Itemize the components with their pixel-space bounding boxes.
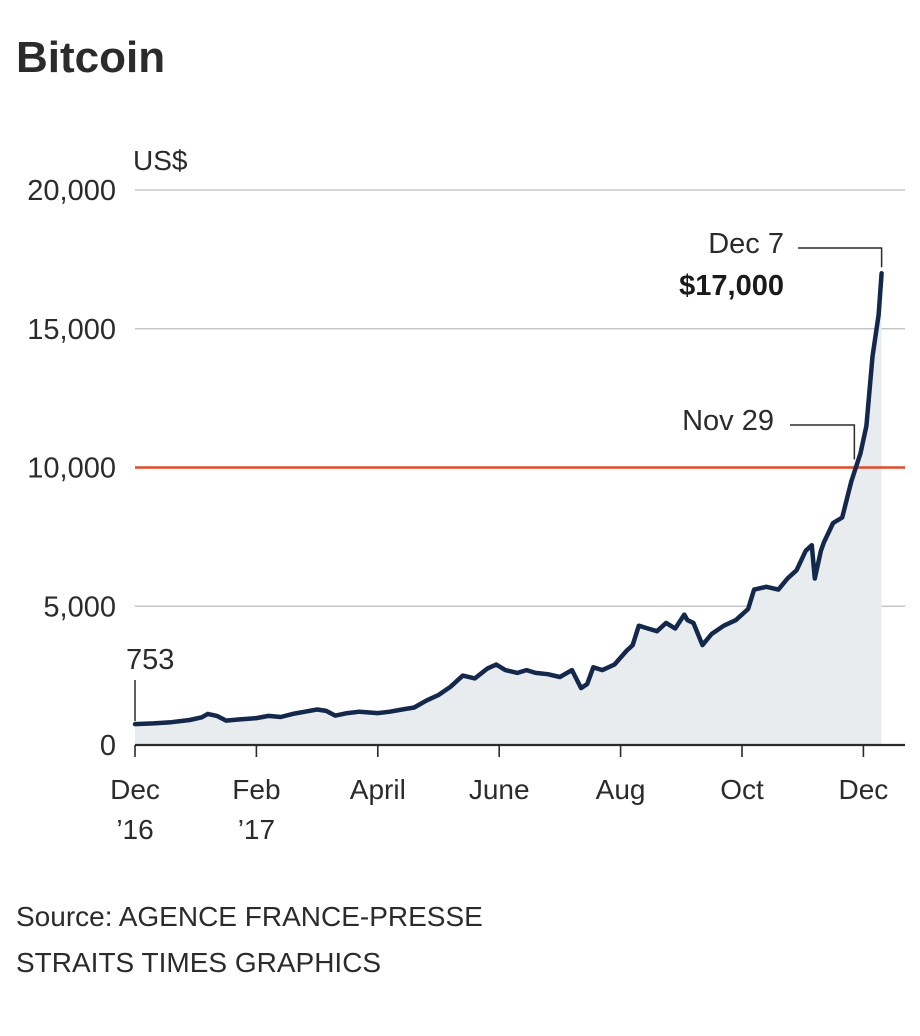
price-area-fill	[135, 273, 882, 745]
dec7-value-label: $17,000	[679, 270, 784, 302]
x-axis-ticks: Dec ’16 Feb ’17 April June Aug Oct Dec	[110, 745, 888, 845]
x-tick-label: Dec	[110, 774, 160, 805]
gridlines	[135, 189, 905, 607]
nov29-leader-line	[790, 424, 856, 460]
y-axis-ticks: 0 5,000 10,000 15,000 20,000	[27, 175, 116, 762]
x-tick-sublabel: ’16	[116, 814, 153, 845]
credit-note: STRAITS TIMES GRAPHICS	[16, 947, 381, 978]
source-note: Source: AGENCE FRANCE-PRESSE	[16, 901, 483, 932]
y-tick-label: 20,000	[27, 175, 116, 207]
nov29-label: Nov 29	[682, 405, 774, 437]
price-series-line	[132, 271, 884, 727]
x-tick-label: Dec	[839, 774, 889, 805]
y-tick-label: 15,000	[27, 314, 116, 346]
dec7-label: Dec 7	[708, 228, 784, 260]
y-axis-unit: US$	[133, 145, 188, 176]
x-tick-label: June	[469, 774, 530, 805]
x-tick-label: April	[350, 774, 406, 805]
y-tick-label: 10,000	[27, 453, 116, 485]
x-tick-label: Aug	[596, 774, 646, 805]
y-tick-label: 5,000	[43, 591, 116, 623]
x-tick-label: Oct	[720, 774, 764, 805]
annotations: 753 Nov 29 Dec 7 $17,000	[126, 228, 883, 722]
x-tick-label: Feb	[232, 774, 280, 805]
dec7-leader-line	[798, 247, 883, 268]
start-value-label: 753	[126, 644, 174, 676]
chart-title: Bitcoin	[16, 33, 165, 82]
y-tick-label: 0	[100, 730, 116, 762]
x-tick-sublabel: ’17	[238, 814, 275, 845]
